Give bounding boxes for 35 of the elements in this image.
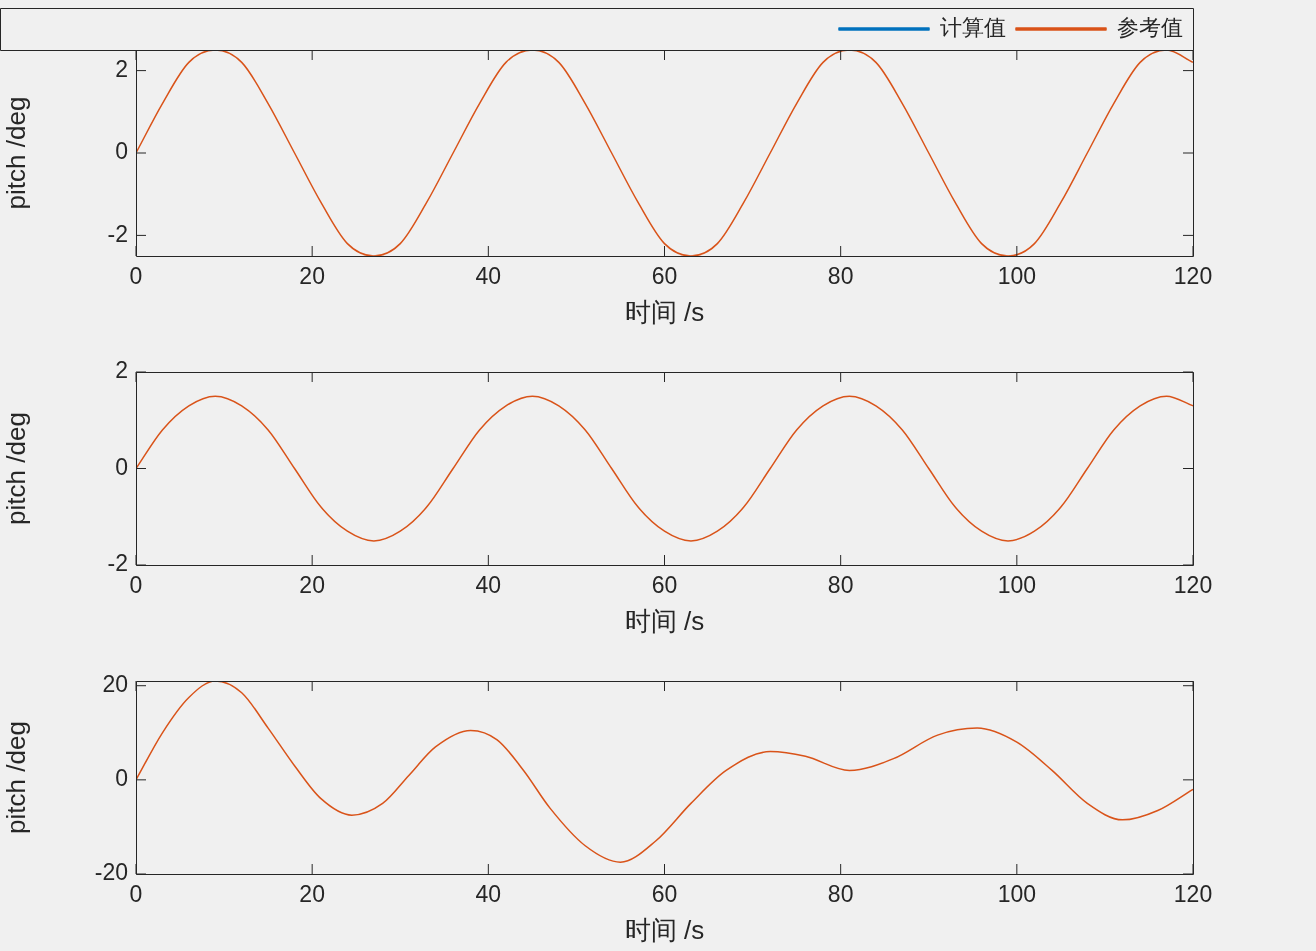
x-tick-label: 40	[475, 572, 502, 599]
x-tick-label: 120	[1173, 572, 1213, 599]
y-tick-label: -20	[94, 859, 128, 886]
x-tick-label: 60	[651, 572, 678, 599]
x-tick-label: 60	[651, 881, 678, 908]
x-axis-title: 时间 /s	[624, 914, 705, 945]
y-tick-label: -2	[107, 550, 128, 577]
y-tick-label: 0	[115, 138, 128, 165]
x-tick-label: 40	[475, 881, 502, 908]
x-tick-label: 80	[827, 263, 854, 290]
x-tick-label: 40	[475, 263, 502, 290]
y-tick-label: 0	[115, 453, 128, 480]
x-tick-label: 80	[827, 572, 854, 599]
x-axis-title: 时间 /s	[624, 296, 705, 327]
x-axis-title: 时间 /s	[624, 605, 705, 636]
y-tick-label: 20	[102, 671, 128, 698]
y-tick-label: 2	[115, 357, 128, 384]
y-tick-label: 0	[115, 765, 128, 792]
y-tick-label: 2	[115, 55, 128, 82]
y-axis-title: pitch /deg	[0, 412, 31, 525]
x-tick-label: 20	[299, 263, 325, 290]
x-tick-label: 20	[299, 881, 325, 908]
x-tick-label: 120	[1173, 263, 1213, 290]
x-tick-label: 120	[1173, 881, 1213, 908]
x-tick-label: 100	[997, 881, 1037, 908]
y-axis-title: pitch /deg	[0, 721, 31, 834]
x-tick-label: 100	[997, 572, 1037, 599]
x-tick-label: 20	[299, 572, 325, 599]
y-axis-title: pitch /deg	[0, 96, 31, 210]
y-tick-label: -2	[107, 220, 128, 247]
x-tick-label: 60	[651, 263, 678, 290]
legend-label: 参考值	[1117, 15, 1183, 41]
x-tick-label: 80	[827, 881, 854, 908]
x-tick-label: 100	[997, 263, 1037, 290]
legend-label: 计算值	[940, 15, 1006, 41]
